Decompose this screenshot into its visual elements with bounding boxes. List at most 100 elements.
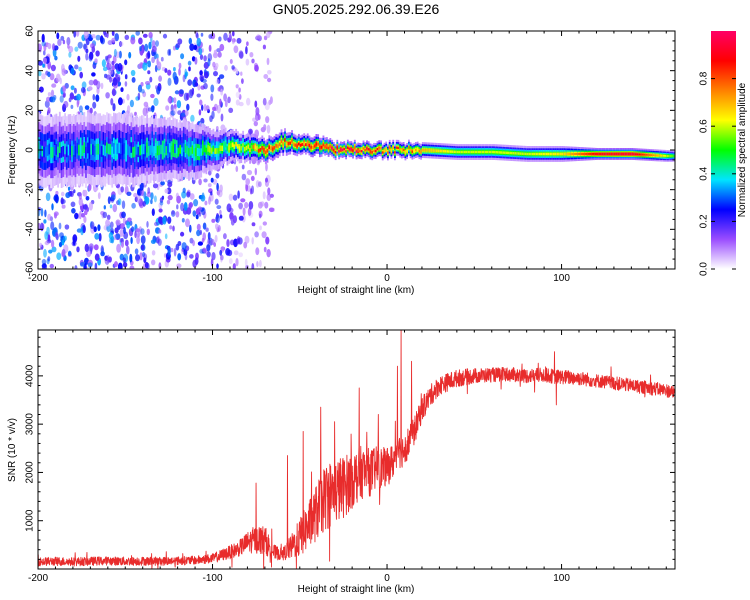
spectrogram-cell [40, 222, 44, 232]
spectrogram-cell [549, 152, 552, 156]
spectrogram-cell [197, 206, 203, 211]
spectrogram-cell [622, 153, 625, 155]
spectrogram-cell [99, 143, 101, 155]
spectrogram-cell [227, 96, 231, 104]
spectrogram-cell [69, 93, 75, 100]
spectrogram-cell [135, 144, 138, 155]
spectrogram-cell [507, 151, 510, 155]
spectrogram-cell [95, 34, 101, 41]
spectrogram-cell [128, 146, 131, 157]
spectrogram-cell [208, 196, 211, 205]
spectrogram-cell [114, 227, 119, 234]
spectrogram-cell [258, 181, 262, 188]
spectrogram-cell [104, 55, 109, 61]
spectrogram-cell [465, 150, 468, 154]
spectrogram-cell [265, 177, 268, 183]
spectrogram-cell [559, 152, 562, 156]
spectrogram-cell [668, 155, 670, 157]
spectrogram-cell [76, 99, 80, 108]
spectrogram-cell [109, 60, 112, 69]
spectrogram-cell [254, 145, 257, 150]
spectrogram-cell [420, 150, 423, 153]
spectrogram-cell [115, 233, 121, 240]
spectrogram-cell [219, 249, 223, 256]
spectrogram-cell [486, 150, 489, 154]
spectrogram-cell [167, 49, 171, 56]
spectrogram-cell [166, 199, 171, 205]
spectrogram-cell [150, 105, 155, 113]
spectrogram-cell [238, 87, 241, 93]
spectrogram-cell [395, 146, 398, 149]
spectrogram-cell [542, 152, 545, 156]
snr-line [38, 330, 675, 569]
spectrogram-cell [94, 262, 98, 269]
spectrogram-cell [629, 153, 632, 155]
spectrogram-cell [664, 155, 667, 157]
colorbar-tick-label: 0.4 [699, 166, 710, 180]
spectrogram-cell [624, 153, 627, 155]
spectrogram-cell [224, 100, 228, 108]
spectrogram-cell [82, 225, 86, 234]
spectrogram-cell [491, 150, 494, 154]
spectrogram-cell [150, 192, 154, 200]
spectrogram-cell [135, 228, 141, 233]
spectrogram-cell [225, 248, 231, 256]
spectrogram-cell [289, 141, 292, 145]
spectrogram-cell [124, 81, 128, 87]
spectrogram-cell [479, 150, 482, 154]
spectrogram-cell [50, 221, 55, 231]
spectrogram-cell [200, 148, 203, 156]
spectrogram-cell [229, 212, 234, 220]
spectrogram-cell [72, 237, 76, 246]
spectrogram-cell [533, 152, 536, 156]
spectrogram-cell [170, 145, 173, 156]
snr-y-axis: 1000 2000 3000 4000 [25, 336, 675, 560]
spectrogram-cell [210, 84, 215, 93]
spectrogram-cell [589, 153, 592, 155]
spectrogram-cell [172, 45, 177, 51]
spectrogram-cell [144, 146, 147, 157]
spectrogram-cell [434, 149, 437, 152]
spectrogram-cell [145, 81, 151, 85]
spectrogram-cell [137, 146, 140, 158]
spectrogram-y-label: Frequency (Hz) [7, 116, 18, 185]
spectrogram-cell [504, 151, 506, 154]
spectrogram-cell [186, 191, 191, 198]
spectrogram-cell [39, 242, 43, 248]
spectrogram-y-tick-label: 40 [25, 65, 36, 77]
spectrogram-cell [235, 141, 238, 147]
spectrogram-cell [229, 59, 233, 64]
spectrogram-cell [261, 231, 267, 239]
snr-plot-area [38, 330, 675, 569]
spectrogram-cell [343, 147, 346, 151]
spectrogram-cell [174, 90, 180, 95]
spectrogram-cell [177, 147, 180, 157]
spectrogram-cell [128, 51, 132, 59]
spectrogram-cell [171, 210, 175, 215]
spectrogram-cell [59, 232, 64, 239]
spectrogram-cell [130, 237, 133, 244]
spectrogram-cell [114, 33, 119, 42]
spectrogram-cell [67, 44, 70, 49]
spectrogram-cell [498, 151, 501, 154]
spectrogram-cell [79, 142, 82, 154]
spectrogram-cell [78, 105, 83, 113]
spectrogram-cell [91, 72, 96, 77]
spectrogram-cell [156, 145, 159, 156]
spectrogram-cell [264, 201, 269, 209]
spectrogram-cell [147, 50, 151, 59]
spectrogram-cell [109, 221, 114, 229]
spectrogram-cell [74, 64, 79, 70]
spectrogram-cell [126, 245, 130, 255]
spectrogram-cell [85, 48, 89, 54]
spectrogram-cell [266, 31, 271, 38]
spectrogram-cell [535, 152, 538, 156]
spectrogram-cell [472, 150, 475, 154]
spectrogram-cell [184, 110, 189, 116]
spectrogram-cell [217, 189, 223, 198]
spectrogram-cell [189, 224, 192, 233]
spectrogram-cell [187, 79, 193, 86]
spectrogram-cell [165, 146, 168, 156]
spectrogram-cell [132, 147, 135, 158]
spectrogram-cell [180, 202, 185, 212]
